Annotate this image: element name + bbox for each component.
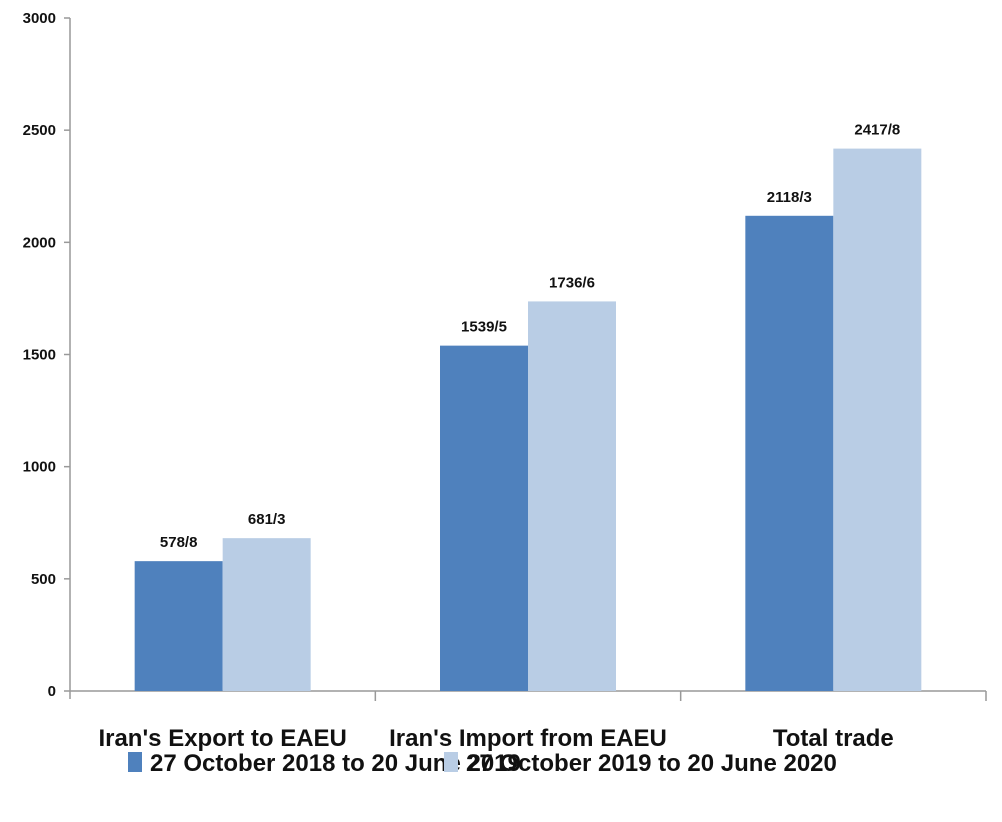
y-tick-label: 1500	[23, 347, 56, 364]
bar	[528, 301, 616, 691]
data-label: 2417/8	[854, 122, 900, 139]
y-tick-label: 1000	[23, 459, 56, 476]
x-axis-categories: Iran's Export to EAEU Iran's Import from …	[98, 725, 893, 752]
y-tick-label: 2000	[23, 234, 56, 251]
legend-swatch	[444, 752, 458, 772]
x-category-label: Iran's Import from EAEU	[389, 725, 667, 752]
bar	[440, 345, 528, 691]
bar	[745, 215, 834, 692]
bars	[134, 148, 922, 692]
data-label: 1736/6	[549, 274, 595, 291]
x-category-label: Total trade	[773, 725, 894, 752]
data-label: 681/3	[248, 511, 286, 528]
bar	[134, 561, 223, 691]
y-tick-label: 500	[31, 571, 56, 588]
bar	[833, 148, 922, 691]
legend-label: 27 October 2018 to 20 June 2019	[150, 750, 521, 777]
legend-label: 27 October 2019 to 20 June 2020	[466, 750, 837, 777]
data-label: 2118/3	[767, 189, 812, 206]
data-label: 1539/5	[461, 319, 507, 336]
y-tick-label: 2500	[23, 122, 56, 139]
bar	[222, 538, 311, 691]
x-category-label: Iran's Export to EAEU	[98, 725, 346, 752]
y-axis-ticks: 0 500 1000 1500 2000 2500 3000	[23, 10, 70, 700]
data-labels: 578/8 681/3 1539/5 1736/6 2118/3 2417/8	[160, 122, 900, 552]
y-tick-label: 0	[48, 683, 56, 700]
data-label: 578/8	[160, 534, 198, 551]
y-tick-label: 3000	[23, 10, 56, 27]
legend-swatch	[128, 752, 142, 772]
